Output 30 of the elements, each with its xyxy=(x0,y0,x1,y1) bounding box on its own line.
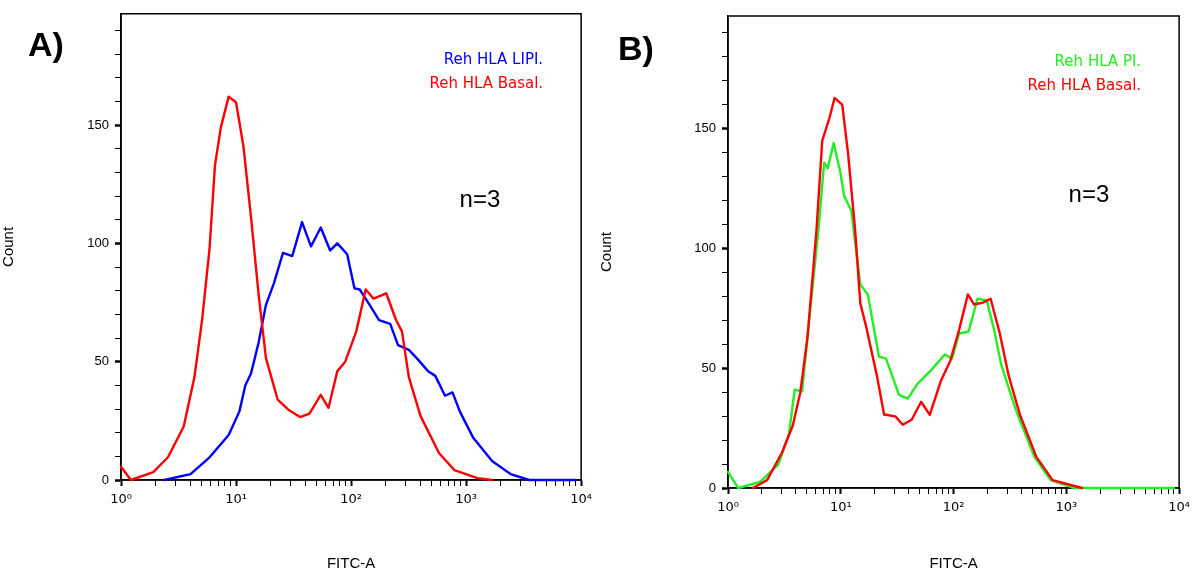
x-axis-title: FITC-A xyxy=(929,554,978,572)
x-tick-label: 10⁴ xyxy=(1168,499,1191,515)
annotation: n=3 xyxy=(459,184,501,212)
y-tick-label: 50 xyxy=(701,359,716,375)
y-tick-label: 150 xyxy=(87,116,109,132)
text: Reh HLA PI. xyxy=(1054,51,1142,70)
y-axis-title: Count xyxy=(0,226,17,267)
x-tick-label: 10² xyxy=(340,491,362,507)
x-tick-label: 10¹ xyxy=(225,491,247,507)
y-tick-label: 150 xyxy=(694,120,716,136)
y-tick-label: 0 xyxy=(708,479,716,495)
annotation: n=3 xyxy=(1068,179,1110,207)
x-tick-label: 10¹ xyxy=(829,499,852,515)
x-tick-label: 10⁰ xyxy=(717,499,739,515)
chart-title: A) xyxy=(28,25,64,63)
y-tick-label: 50 xyxy=(94,353,109,369)
text: Reh HLA LIPI. xyxy=(443,49,544,68)
y-tick-label: 100 xyxy=(87,234,109,250)
text: Reh HLA Basal. xyxy=(429,73,544,92)
y-tick-label: 0 xyxy=(101,471,109,487)
x-tick-label: 10⁰ xyxy=(110,491,132,507)
chart-title: B) xyxy=(618,29,654,67)
text: Reh HLA Basal. xyxy=(1027,75,1142,94)
y-tick-label: 100 xyxy=(694,239,716,255)
x-tick-label: 10² xyxy=(942,499,965,515)
x-tick-label: 10³ xyxy=(1055,499,1078,515)
x-tick-label: 10³ xyxy=(455,491,477,507)
y-axis-title: Count xyxy=(597,231,615,273)
x-axis-title: FITC-A xyxy=(326,554,376,572)
x-tick-label: 10⁴ xyxy=(570,491,593,507)
